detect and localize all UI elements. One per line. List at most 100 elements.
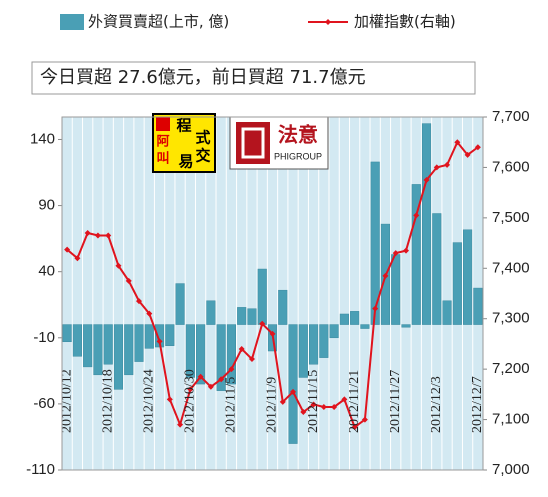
bar	[206, 300, 216, 325]
index-marker	[115, 262, 122, 269]
index-marker	[300, 409, 307, 416]
bar	[391, 254, 401, 325]
index-marker	[105, 232, 112, 239]
bar	[113, 324, 124, 390]
index-marker	[320, 403, 327, 410]
logo-icon	[241, 127, 265, 159]
bar	[134, 324, 144, 362]
index-marker	[125, 277, 132, 284]
legend-marker	[325, 19, 331, 25]
bar	[360, 324, 370, 329]
index-marker	[146, 310, 153, 317]
bar	[442, 300, 452, 325]
bar	[124, 324, 134, 376]
index-marker	[464, 151, 471, 158]
logo-text: PHIGROUP	[274, 151, 322, 161]
y-tick-label: 140	[30, 130, 55, 147]
x-tick-label: 2012/11/21	[347, 370, 362, 433]
bar	[185, 324, 195, 378]
index-marker	[433, 164, 440, 171]
index-marker	[64, 246, 71, 253]
x-tick-label: 2012/10/18	[100, 369, 115, 433]
x-tick-label: 2012/10/30	[183, 369, 198, 433]
bar	[452, 242, 462, 325]
logo-icon	[156, 117, 170, 131]
y-tick-label: -110	[26, 461, 55, 478]
y2-tick-label: 7,600	[492, 158, 530, 175]
index-marker	[361, 416, 368, 423]
index-marker	[228, 366, 235, 373]
bar	[288, 324, 298, 444]
index-marker	[351, 424, 358, 431]
bar	[216, 324, 226, 391]
y-tick-label: -60	[33, 395, 55, 412]
logo-text: 易	[178, 153, 193, 171]
index-marker	[84, 229, 91, 236]
index-marker	[444, 161, 451, 168]
index-marker	[197, 373, 204, 380]
index-marker	[248, 356, 255, 363]
index-marker	[166, 396, 173, 403]
plot-border	[61, 116, 484, 471]
y-tick-label: 90	[38, 197, 55, 214]
bar	[432, 213, 442, 325]
bar	[350, 311, 360, 325]
bars	[62, 123, 483, 444]
x-tick-label: 2012/11/9	[265, 377, 280, 433]
index-marker	[310, 401, 317, 408]
logo-text: 叫	[156, 151, 169, 167]
index-marker	[423, 177, 430, 184]
index-marker	[331, 403, 338, 410]
index-marker	[259, 320, 266, 327]
bar	[298, 324, 308, 378]
annotation: 今日買超 27.6億元，前日買超 71.7億元	[40, 67, 366, 88]
bar	[370, 161, 380, 325]
bar	[62, 324, 72, 343]
bar	[237, 307, 247, 325]
legend-label: 外資買賣超(上市, 億)	[88, 13, 229, 31]
bar	[463, 229, 473, 325]
bar	[226, 324, 236, 385]
x-tick-label: 2012/11/5	[224, 377, 239, 433]
x-tick-label: 2012/11/27	[388, 370, 403, 433]
y2-tick-label: 7,500	[492, 209, 530, 226]
logo-text: 阿	[156, 135, 169, 150]
index-marker	[238, 345, 245, 352]
bar	[196, 324, 206, 385]
index-marker	[187, 386, 194, 393]
logo-text: 式	[195, 129, 210, 147]
index-marker	[474, 144, 481, 151]
bar	[72, 324, 82, 357]
y2-tick-label: 7,200	[492, 360, 530, 377]
y-tick-label: 40	[38, 263, 55, 280]
bar	[278, 289, 288, 325]
index-marker	[372, 305, 379, 312]
bar	[339, 313, 349, 325]
index-marker	[156, 338, 163, 345]
x-tick-label: 2012/12/7	[470, 376, 485, 433]
x-tick-label: 2012/10/12	[59, 369, 74, 433]
index-marker	[207, 383, 214, 390]
index-marker	[74, 255, 81, 262]
bar	[309, 324, 319, 365]
logo-text: 法意	[278, 123, 318, 147]
legend-swatch	[60, 14, 84, 30]
x-tick-label: 2012/10/24	[141, 369, 156, 433]
logo-1: 阿 叫 程 式 交 易	[152, 113, 216, 173]
bar	[411, 184, 421, 325]
bar	[93, 324, 103, 376]
y2-tick-label: 7,100	[492, 411, 530, 428]
index-marker	[341, 396, 348, 403]
y2-tick-label: 7,700	[492, 108, 530, 125]
index-marker	[269, 330, 276, 337]
index-marker	[402, 247, 409, 254]
index-marker	[177, 421, 184, 428]
logo-text: 程	[176, 117, 191, 135]
grid	[61, 117, 484, 470]
index-marker	[136, 298, 143, 305]
index-marker	[279, 398, 286, 405]
x-tick-label: 2012/12/3	[429, 376, 444, 433]
index-marker	[94, 232, 101, 239]
bar	[247, 308, 257, 325]
bar	[329, 324, 339, 339]
